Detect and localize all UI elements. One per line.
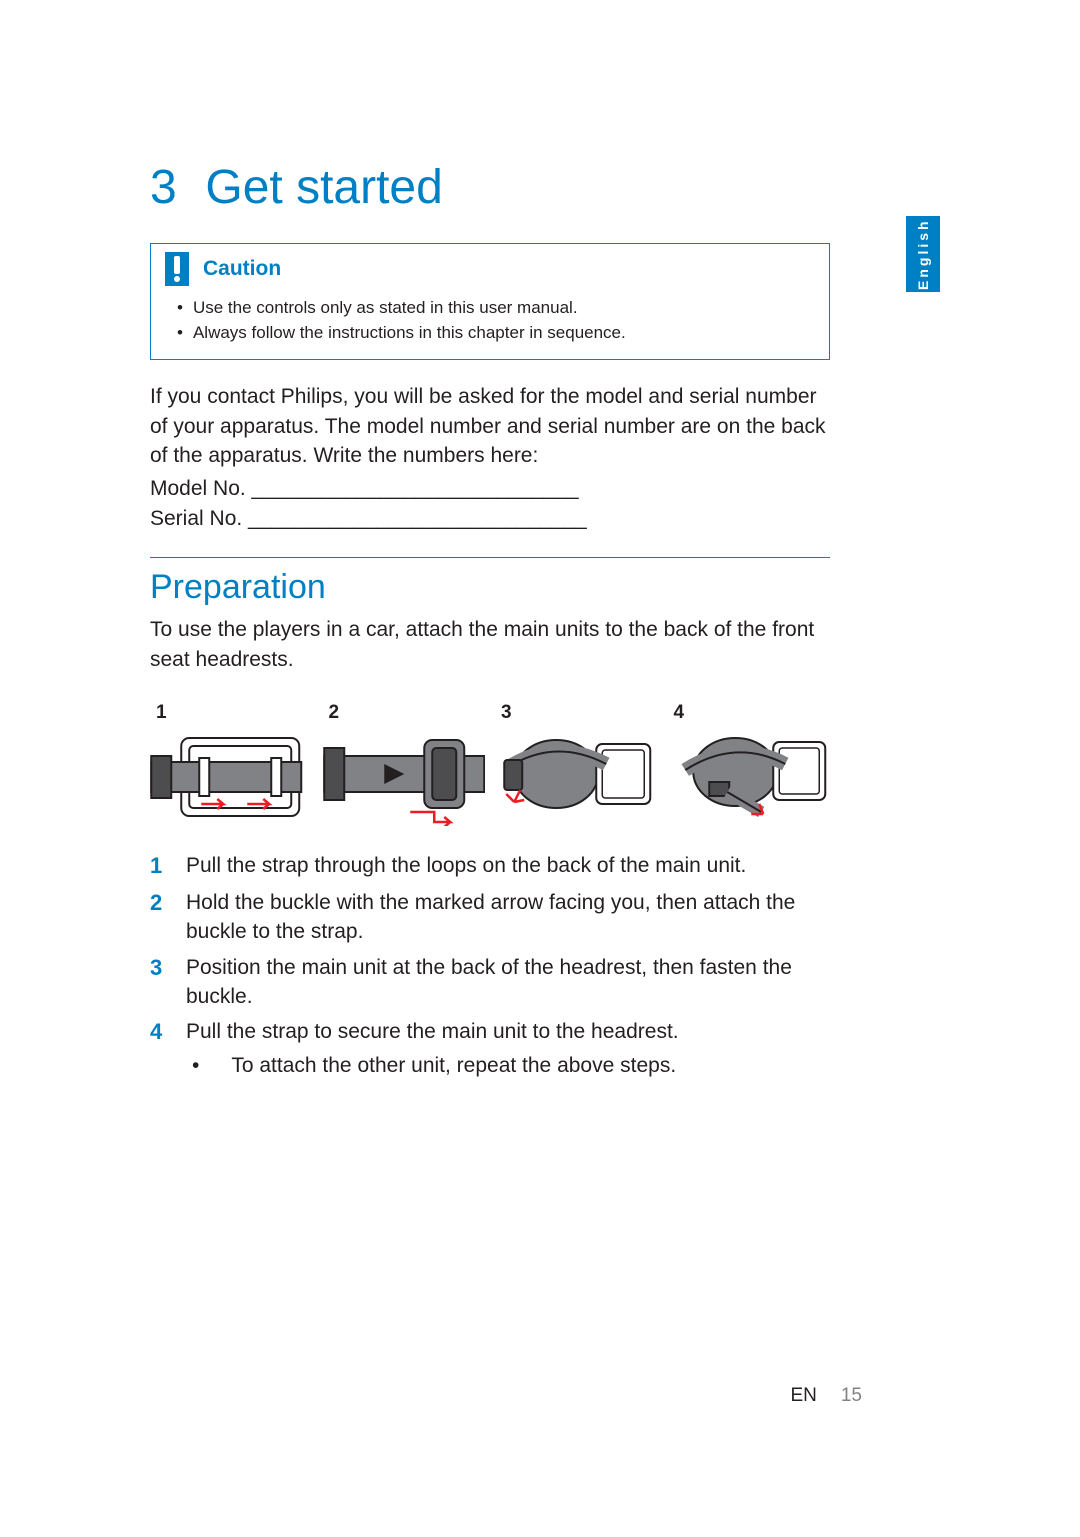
diagram-2: 2	[323, 702, 486, 831]
attach-buckle-icon	[323, 730, 486, 826]
caution-label: Caution	[203, 257, 281, 281]
page-footer: EN 15	[790, 1385, 862, 1407]
serial-number-line: Serial No. _____________________________	[150, 504, 830, 533]
section-heading: Preparation	[150, 568, 830, 607]
position-on-headrest-icon	[495, 730, 658, 826]
step-text: Pull the strap to secure the main unit t…	[186, 1020, 679, 1043]
caution-header: Caution	[165, 244, 815, 296]
page-content: 3 Get started Caution Use the controls o…	[150, 160, 830, 1092]
diagram-row: 1 2 3	[150, 702, 830, 831]
diagram-3: 3	[495, 702, 658, 831]
step-text: Pull the strap through the loops on the …	[186, 851, 746, 882]
secure-strap-icon	[668, 730, 831, 826]
step-number: 1	[150, 851, 168, 882]
step-text: Position the main unit at the back of th…	[186, 953, 830, 1012]
steps-list: 1 Pull the strap through the loops on th…	[150, 851, 830, 1086]
diagram-label: 2	[323, 702, 486, 724]
diagram-label: 4	[668, 702, 831, 724]
caution-list: Use the controls only as stated in this …	[165, 296, 815, 345]
model-number-line: Model No. ____________________________	[150, 474, 830, 503]
diagram-4: 4	[668, 702, 831, 831]
chapter-heading: 3 Get started	[150, 160, 830, 215]
caution-item: Always follow the instructions in this c…	[165, 321, 815, 346]
step-item: 1 Pull the strap through the loops on th…	[150, 851, 830, 882]
language-tab: English	[906, 216, 940, 292]
strap-through-loops-icon	[150, 730, 313, 826]
step-item: 2 Hold the buckle with the marked arrow …	[150, 888, 830, 947]
caution-item: Use the controls only as stated in this …	[165, 296, 815, 321]
section-divider	[150, 557, 830, 558]
step-sublist: To attach the other unit, repeat the abo…	[186, 1051, 679, 1080]
step-sub-text: To attach the other unit, repeat the abo…	[186, 1051, 679, 1080]
chapter-number: 3	[150, 161, 179, 214]
step-number: 4	[150, 1017, 168, 1086]
footer-language: EN	[790, 1385, 816, 1407]
step-number: 2	[150, 888, 168, 947]
diagram-label: 3	[495, 702, 658, 724]
footer-page-number: 15	[841, 1385, 862, 1407]
chapter-title-text: Get started	[205, 161, 442, 214]
step-item: 4 Pull the strap to secure the main unit…	[150, 1017, 830, 1086]
caution-box: Caution Use the controls only as stated …	[150, 243, 830, 360]
step-item: 3 Position the main unit at the back of …	[150, 953, 830, 1012]
step-text: Hold the buckle with the marked arrow fa…	[186, 888, 830, 947]
diagram-1: 1	[150, 702, 313, 831]
step-number: 3	[150, 953, 168, 1012]
intro-paragraph: If you contact Philips, you will be aske…	[150, 382, 830, 470]
section-lead: To use the players in a car, attach the …	[150, 615, 830, 674]
diagram-label: 1	[150, 702, 313, 724]
caution-icon	[165, 252, 189, 286]
